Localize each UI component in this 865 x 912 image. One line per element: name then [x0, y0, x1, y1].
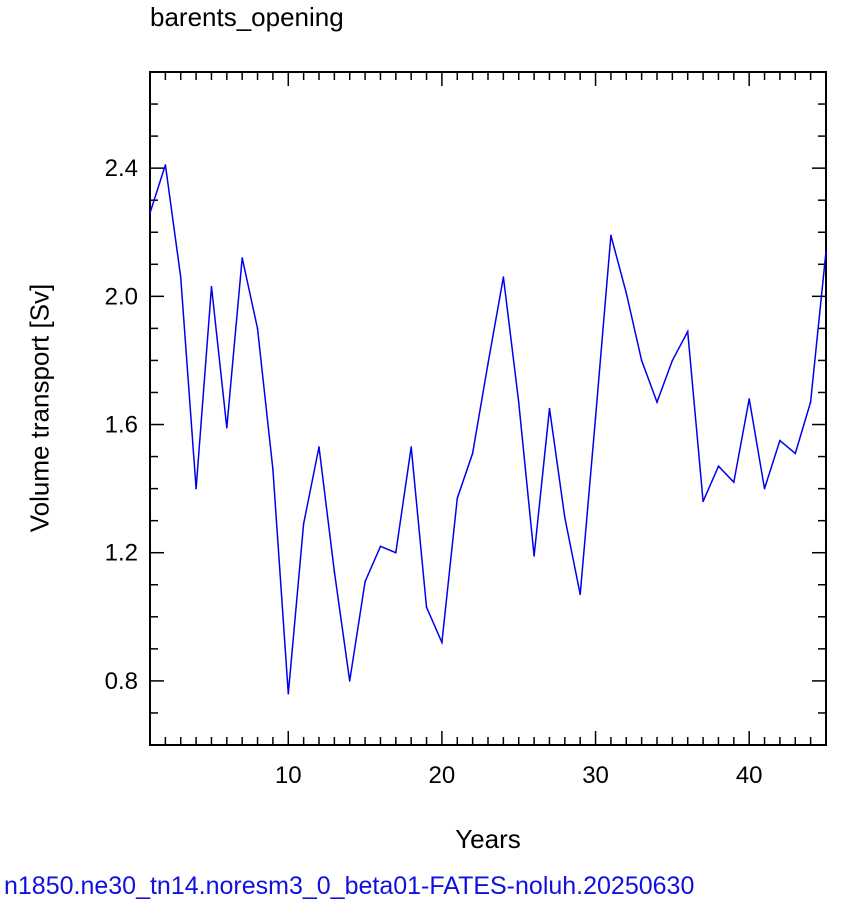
data-point: [456, 497, 459, 500]
data-point: [164, 164, 167, 166]
data-point: [302, 523, 305, 525]
x-tick-label: 40: [736, 762, 763, 789]
y-tick-label: 1.6: [105, 412, 138, 439]
data-point: [610, 234, 612, 237]
data-point: [410, 446, 412, 448]
data-point: [226, 426, 228, 429]
run-caption: n1850.ne30_tn14.noresm3_0_beta01-FATES-n…: [4, 872, 695, 900]
data-point: [594, 417, 597, 419]
data-point: [625, 292, 628, 294]
data-point: [287, 692, 290, 695]
y-tick-label: 2.4: [105, 155, 138, 182]
data-point: [195, 487, 197, 490]
data-point: [179, 276, 182, 278]
data-point: [395, 551, 397, 554]
data-point: [717, 465, 720, 467]
data-point: [425, 606, 428, 608]
x-tick-label: 30: [582, 762, 609, 789]
data-point: [533, 555, 535, 557]
x-tick-label: 20: [429, 762, 456, 789]
data-point: [809, 401, 812, 403]
data-point: [379, 545, 382, 548]
data-point: [241, 257, 243, 259]
data-point: [779, 439, 781, 442]
data-point: [671, 359, 674, 362]
data-point: [517, 401, 520, 403]
data-point: [825, 250, 827, 253]
data-point: [318, 446, 320, 448]
data-point: [364, 580, 366, 583]
data-point: [333, 571, 336, 573]
data-point: [702, 500, 704, 503]
data-point: [733, 481, 735, 484]
data-point: [272, 468, 274, 471]
x-tick-label: 10: [275, 762, 302, 789]
data-point: [441, 641, 443, 644]
data-point: [579, 593, 581, 596]
data-point: [256, 327, 259, 330]
data-point: [471, 452, 474, 455]
y-tick-label: 0.8: [105, 668, 138, 695]
data-point: [210, 285, 213, 288]
chart-title: barents_opening: [150, 2, 344, 32]
data-point: [548, 407, 551, 410]
data-point: [348, 680, 351, 682]
data-point: [794, 452, 797, 455]
data-point: [564, 516, 566, 519]
data-point: [149, 212, 151, 214]
plot-frame: [149, 71, 827, 746]
data-point: [763, 487, 766, 490]
data-point: [656, 401, 658, 403]
data-point: [748, 398, 750, 400]
x-axis-label: Years: [455, 824, 521, 854]
series-line: [149, 164, 827, 694]
data-point: [502, 276, 505, 278]
y-tick-label: 2.0: [105, 283, 138, 310]
y-tick-label: 1.2: [105, 540, 138, 567]
data-point: [640, 359, 643, 362]
data-point: [686, 330, 689, 333]
data-point: [487, 362, 489, 365]
